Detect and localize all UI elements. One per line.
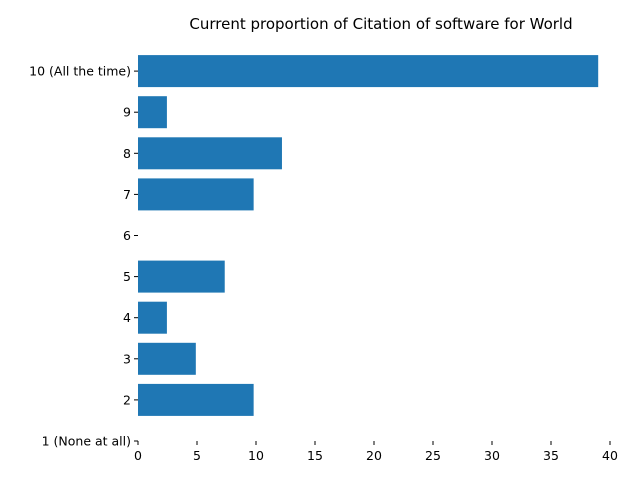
- y-tick-label: 9: [123, 105, 131, 120]
- bar-9: [138, 96, 167, 129]
- axes-layer: 1 (None at all) 2 3 4 5 6 7 8 9 10 (All the time)…: [29, 64, 618, 463]
- x-tick-label: 5: [193, 448, 201, 463]
- bar-10: [138, 55, 599, 88]
- x-tick-label: 15: [307, 448, 323, 463]
- bar-2: [138, 383, 254, 416]
- chart-title: Current proportion of Citation of softwa…: [189, 15, 572, 33]
- x-tick-label: 25: [425, 448, 441, 463]
- y-tick-label: 8: [123, 146, 131, 161]
- bar-3: [138, 342, 196, 375]
- y-tick-label: 3: [123, 351, 131, 366]
- bar-7: [138, 178, 254, 211]
- x-tick-label: 35: [543, 448, 559, 463]
- bar-4: [138, 301, 167, 334]
- y-tick-label: 6: [123, 228, 131, 243]
- x-tick-label: 0: [134, 448, 142, 463]
- x-tick-label: 20: [366, 448, 382, 463]
- bars-layer: [138, 55, 599, 416]
- y-tick-label: 5: [123, 269, 131, 284]
- x-tick-label: 40: [602, 448, 618, 463]
- bar-8: [138, 137, 282, 170]
- y-tick-label: 10 (All the time): [29, 64, 131, 79]
- x-tick-label: 30: [484, 448, 500, 463]
- y-tick-label: 7: [123, 187, 131, 202]
- y-tick-label: 4: [123, 310, 131, 325]
- y-tick-label: 2: [123, 392, 131, 407]
- x-tick-label: 10: [248, 448, 264, 463]
- bar-5: [138, 260, 225, 293]
- y-tick-label: 1 (None at all): [42, 434, 131, 449]
